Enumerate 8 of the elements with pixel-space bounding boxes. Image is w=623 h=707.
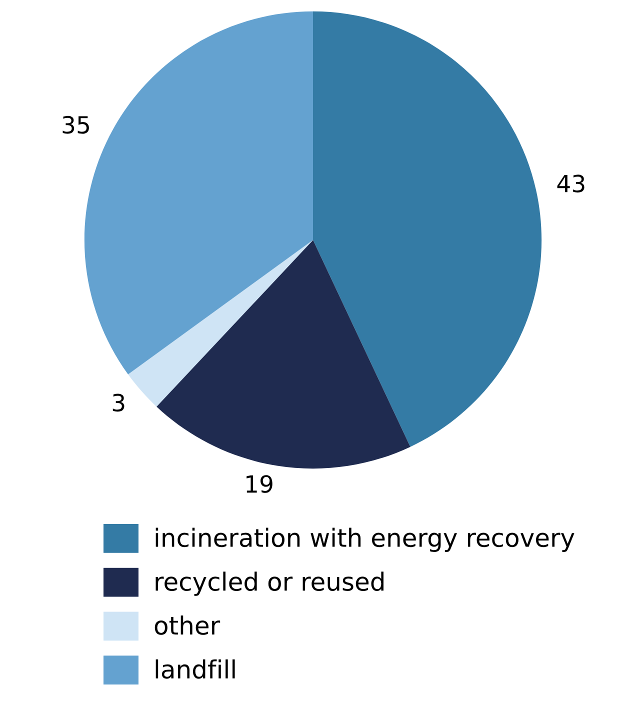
data-label: 19 — [246, 475, 272, 493]
data-label: 35 — [62, 116, 89, 134]
legend-label: landfill — [156, 659, 235, 679]
data-label: 43 — [557, 174, 584, 192]
data-label: 3 — [112, 394, 124, 412]
legend-label: other — [154, 616, 220, 635]
legend-label: recycled or reused — [156, 572, 384, 596]
legend-label: incineration with energy recovery — [156, 528, 574, 552]
